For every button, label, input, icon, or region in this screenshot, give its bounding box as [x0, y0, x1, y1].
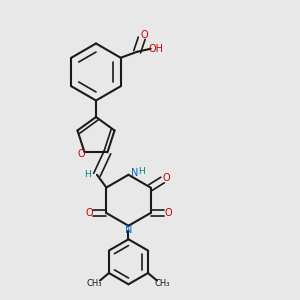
- Text: H: H: [138, 167, 144, 176]
- Text: O: O: [163, 172, 170, 183]
- Text: CH₃: CH₃: [87, 279, 102, 288]
- Text: O: O: [141, 30, 148, 40]
- Text: O: O: [85, 208, 93, 218]
- Text: N: N: [131, 168, 139, 178]
- Text: CH₃: CH₃: [154, 279, 170, 288]
- Text: OH: OH: [148, 44, 164, 54]
- Text: H: H: [84, 170, 91, 179]
- Text: O: O: [77, 149, 85, 159]
- Text: N: N: [125, 225, 132, 235]
- Text: O: O: [164, 208, 172, 218]
